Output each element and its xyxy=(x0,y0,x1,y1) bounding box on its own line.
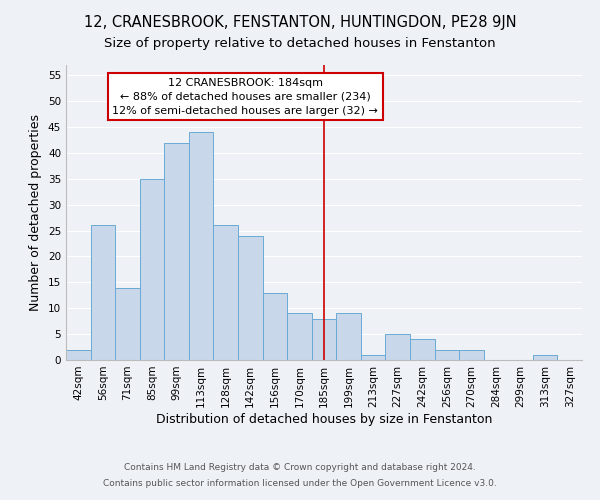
Bar xyxy=(263,292,287,360)
Bar xyxy=(214,226,238,360)
Bar xyxy=(189,132,214,360)
Bar xyxy=(287,314,312,360)
Text: Contains HM Land Registry data © Crown copyright and database right 2024.: Contains HM Land Registry data © Crown c… xyxy=(124,464,476,472)
Text: 12 CRANESBROOK: 184sqm
← 88% of detached houses are smaller (234)
12% of semi-de: 12 CRANESBROOK: 184sqm ← 88% of detached… xyxy=(112,78,379,116)
Bar xyxy=(410,340,434,360)
Bar xyxy=(459,350,484,360)
Bar xyxy=(140,179,164,360)
Y-axis label: Number of detached properties: Number of detached properties xyxy=(29,114,43,311)
Bar xyxy=(385,334,410,360)
Bar xyxy=(361,355,385,360)
Bar xyxy=(434,350,459,360)
Bar xyxy=(164,142,189,360)
Bar xyxy=(115,288,140,360)
Bar xyxy=(91,226,115,360)
Bar xyxy=(533,355,557,360)
Text: 12, CRANESBROOK, FENSTANTON, HUNTINGDON, PE28 9JN: 12, CRANESBROOK, FENSTANTON, HUNTINGDON,… xyxy=(83,15,517,30)
Bar xyxy=(238,236,263,360)
Text: Contains public sector information licensed under the Open Government Licence v3: Contains public sector information licen… xyxy=(103,478,497,488)
Bar xyxy=(312,318,336,360)
Text: Size of property relative to detached houses in Fenstanton: Size of property relative to detached ho… xyxy=(104,38,496,51)
X-axis label: Distribution of detached houses by size in Fenstanton: Distribution of detached houses by size … xyxy=(156,412,492,426)
Bar xyxy=(336,314,361,360)
Bar xyxy=(66,350,91,360)
